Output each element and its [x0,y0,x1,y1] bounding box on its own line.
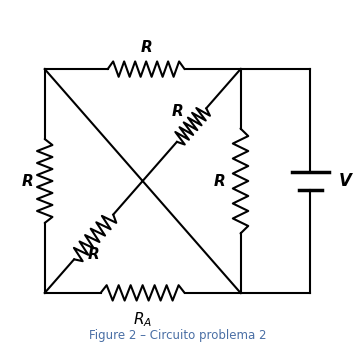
Text: R: R [214,173,225,189]
Text: R: R [88,247,100,262]
Text: R: R [172,104,183,119]
Text: Figure 2 – Circuito problema 2: Figure 2 – Circuito problema 2 [89,329,266,342]
Text: V: V [338,172,351,190]
Text: $R_A$: $R_A$ [133,310,152,329]
Text: R: R [140,40,152,55]
Text: R: R [21,173,33,189]
